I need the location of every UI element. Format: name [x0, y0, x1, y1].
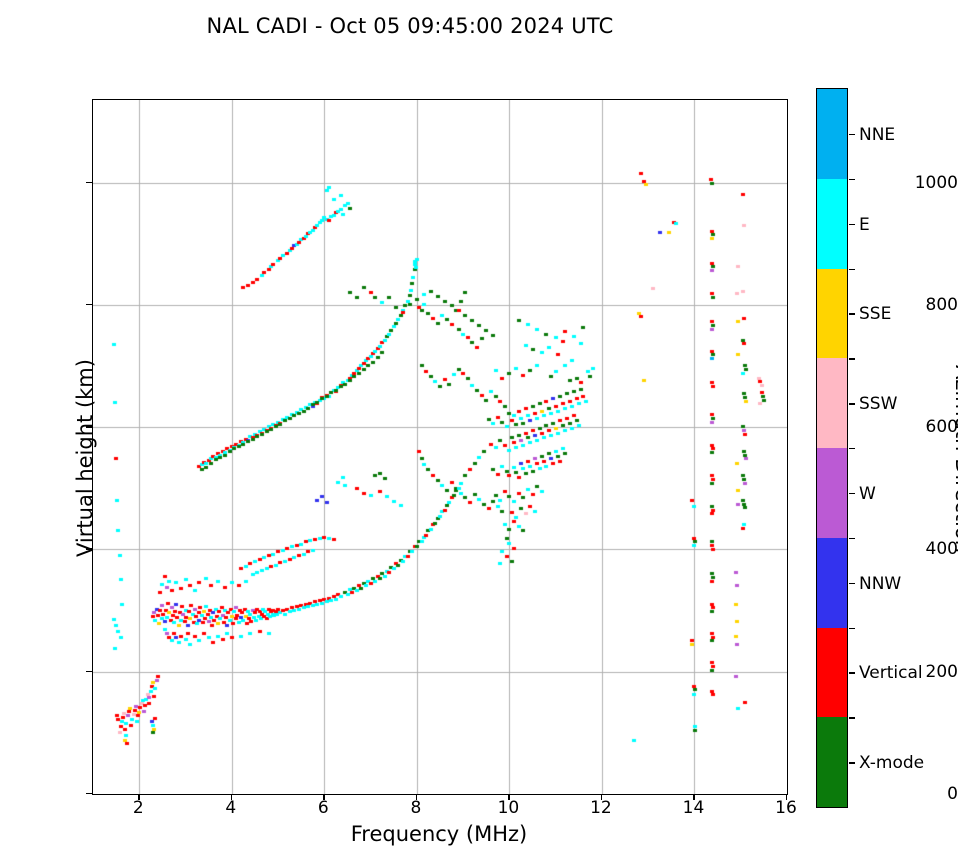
y-axis-label: Virtual height (km): [73, 359, 97, 557]
x-axis-label: Frequency (MHz): [350, 822, 528, 846]
colorbar-segment-e: [817, 178, 847, 269]
y-tick-mark: [86, 670, 92, 673]
x-tick-mark: [693, 794, 695, 800]
page-title: NAL CADI - Oct 05 09:45:00 2024 UTC: [206, 14, 614, 38]
colorbar-tick: [849, 672, 855, 674]
x-tick-label: 2: [132, 798, 144, 818]
colorbar-label-x-mode: X-mode: [859, 753, 925, 774]
colorbar-boundary-tick: [849, 627, 855, 629]
x-tick-label: 8: [410, 798, 422, 818]
colorbar-segment-nnw: [817, 537, 847, 628]
colorbar-boundary-tick: [849, 358, 855, 360]
x-tick-mark: [508, 794, 510, 800]
x-tick-mark: [415, 794, 418, 800]
colorbar-title: Azimuth Direction: [951, 364, 958, 554]
colorbar-boundary-tick: [849, 537, 855, 540]
colorbar-label-vertical: Vertical: [859, 663, 923, 684]
y-tick-label: 0: [947, 784, 958, 804]
x-tick-label: 4: [225, 798, 237, 818]
x-tick-label: 16: [775, 798, 797, 818]
y-tick-mark: [86, 548, 92, 550]
colorbar-tick: [849, 313, 855, 315]
colorbar-segment-vertical: [817, 627, 847, 718]
x-tick-label: 10: [497, 798, 520, 818]
ionogram-scatter-canvas: [93, 100, 787, 794]
colorbar-tick: [849, 403, 855, 405]
x-tick-mark: [138, 794, 140, 800]
x-tick-mark: [786, 794, 788, 800]
y-tick-label: 800: [925, 294, 958, 315]
y-tick-mark: [86, 303, 92, 306]
colorbar-segment-sse: [817, 268, 847, 359]
colorbar-tick: [849, 582, 855, 585]
colorbar-boundary-tick: [849, 178, 855, 181]
colorbar: NNE E SSE SSW W NNW Vertical X-mode: [816, 88, 924, 808]
y-tick-label: 400: [925, 539, 958, 560]
y-tick-mark: [86, 793, 92, 795]
x-tick-label: 14: [682, 798, 705, 818]
colorbar-label-w: W: [859, 483, 876, 504]
x-tick-mark: [600, 794, 603, 800]
colorbar-segment-x-mode: [817, 717, 847, 807]
colorbar-tick: [849, 133, 855, 136]
colorbar-boundary-tick: [849, 717, 855, 719]
colorbar-segment-w: [817, 448, 847, 538]
colorbar-boundary-tick: [849, 448, 855, 450]
colorbar-tick: [849, 762, 855, 764]
colorbar-label-nne: NNE: [859, 124, 896, 145]
colorbar-label-e: E: [859, 214, 870, 235]
x-tick-label: 12: [590, 798, 612, 818]
colorbar-tick: [849, 223, 855, 226]
x-tick-label: 6: [317, 798, 329, 818]
y-tick-mark: [86, 181, 92, 183]
colorbar-segment-nne: [817, 89, 847, 179]
x-tick-mark: [230, 794, 233, 800]
colorbar-tick: [849, 492, 855, 495]
colorbar-segment-ssw: [817, 358, 847, 448]
y-tick-label: 200: [925, 661, 958, 682]
colorbar-label-sse: SSE: [859, 304, 892, 325]
colorbar-label-nnw: NNW: [859, 573, 902, 594]
colorbar-label-ssw: SSW: [859, 394, 898, 415]
plot-area: [92, 99, 788, 795]
x-tick-mark: [323, 794, 325, 800]
colorbar-boundary-tick: [849, 268, 855, 270]
y-tick-label: 1000: [914, 172, 958, 193]
y-tick-label: 600: [925, 417, 958, 438]
y-tick-mark: [86, 426, 92, 428]
